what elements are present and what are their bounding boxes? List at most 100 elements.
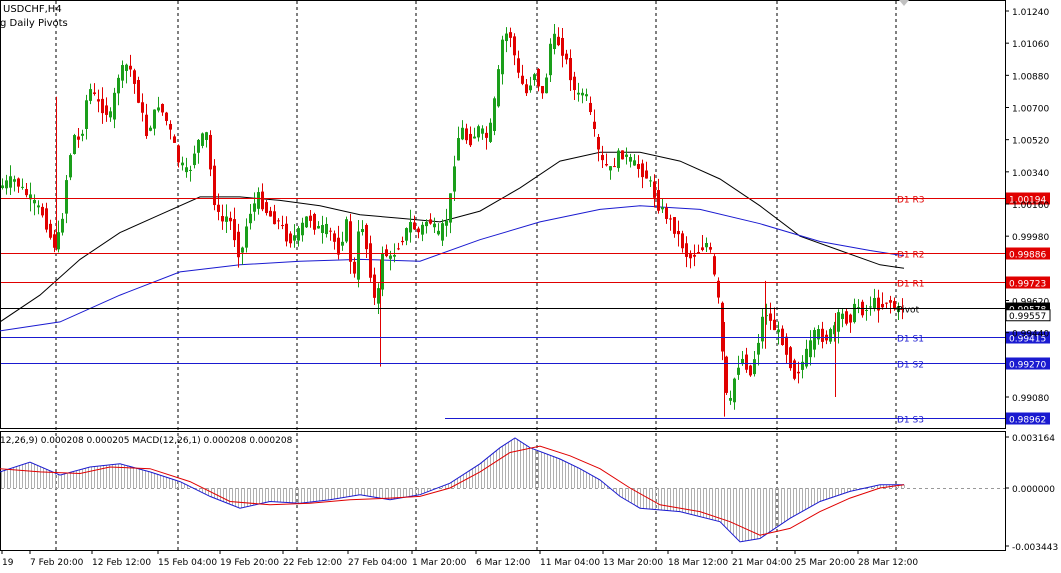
indicator-label: g Daily Pivots [0,18,68,29]
candle-body [157,107,160,111]
candle-body [93,92,96,94]
pivot-price-tag [1006,276,1050,289]
candle-body [701,247,704,250]
candle-body [613,166,616,168]
candle-body [213,165,216,206]
time-tick-label: 12 Feb 12:00 [92,558,151,568]
price-tick-label: 0.99440 [1012,330,1049,340]
pivot-line-label: D1 S2 [897,361,924,371]
candle-body [45,208,48,230]
candle-body [5,180,8,189]
price-tick-label: 1.01240 [1012,8,1049,18]
candle-body [461,127,464,140]
candle-body [677,231,680,235]
chart-shift-marker-icon[interactable] [899,0,909,6]
candle-body [89,89,92,101]
candle-body [221,216,224,222]
candle-body [849,314,852,323]
candle-body [673,217,676,234]
candle-body [81,133,84,136]
candle-body [225,216,228,222]
price-tick-label: 1.01060 [1012,40,1049,50]
candle-body [773,319,776,331]
chart-symbol-label: USDCHF,H4 [3,4,62,15]
candle-body [429,219,432,224]
candle-body [869,306,872,308]
candle-body [237,231,240,258]
pivot-price-tag-label: 0.99415 [1009,335,1046,345]
candle-body [173,136,176,143]
time-tick-label: 18 Mar 12:00 [668,558,728,568]
pivot-line-label: Pivot [897,306,920,316]
candle-body [873,297,876,308]
candle-body [601,154,604,161]
candle-body [485,132,488,138]
candle-body [29,194,32,200]
candle-body [193,153,196,166]
candle-body [829,329,832,342]
candle-body [161,103,164,113]
candle-body [737,367,740,375]
pivot-lines: D1 R3 D1 R2 D1 R1 Pivot D1 S1 D1 S2 D1 S3 [1,196,1005,426]
macd-panel-frame [0,431,1006,551]
candle-body [97,99,100,102]
candle-body [301,222,304,236]
candle-body [697,252,700,254]
moving-averages [0,151,905,332]
candle-body [85,100,88,129]
candle-body [777,329,780,333]
candle-body [309,215,312,221]
candle-body [493,98,496,131]
candle-body [377,288,380,304]
candle-body [421,224,424,235]
price-tick-label: 1.00340 [1012,169,1049,179]
candle-body [137,80,140,103]
candle-body [585,94,588,97]
candle-body [281,225,284,227]
price-tick-label: 0.99080 [1012,394,1049,404]
pivot-price-tag [1006,192,1050,205]
candle-body [413,222,416,230]
pivot-price-tag [1006,247,1050,260]
candle-body [169,123,172,130]
candle-body [781,328,784,346]
candle-body [365,224,368,250]
candle-body [273,211,276,225]
candle-body [753,359,756,375]
moving-average-fast [0,151,905,323]
candle-body [473,136,476,139]
candle-body [521,75,524,84]
candle-body [821,328,824,342]
candle-body [561,37,564,56]
candle-body [105,105,108,115]
candle-body [713,256,716,275]
candle-body [709,247,712,250]
candle-body [621,150,624,160]
candle-body [265,202,268,214]
candle-body [17,178,20,187]
candle-body [857,307,860,309]
time-tick-label: 15 Feb 04:00 [158,558,217,568]
candle-body [257,192,260,209]
candle-body [525,84,528,94]
candle-body [373,274,376,298]
price-tick-label: 0.99620 [1012,298,1049,308]
pivot-price-tag-label: 0.99886 [1009,251,1046,261]
candle-body [497,69,500,107]
candle-body [541,85,544,94]
candle-body [401,240,404,243]
time-tick-label: 19 Feb 20:00 [220,558,279,568]
candle-body [617,150,620,169]
candle-body [685,243,688,257]
candle-body [629,157,632,162]
candle-body [529,85,532,91]
time-tick-label: 13 Mar 20:00 [603,558,663,568]
candle-body [321,225,324,234]
candle-body [449,193,452,223]
pivot-line-label: D1 R2 [897,251,925,261]
candle-body [653,181,656,198]
vertical-grid [55,1,897,550]
candle-body [809,340,812,358]
candle-body [589,102,592,113]
